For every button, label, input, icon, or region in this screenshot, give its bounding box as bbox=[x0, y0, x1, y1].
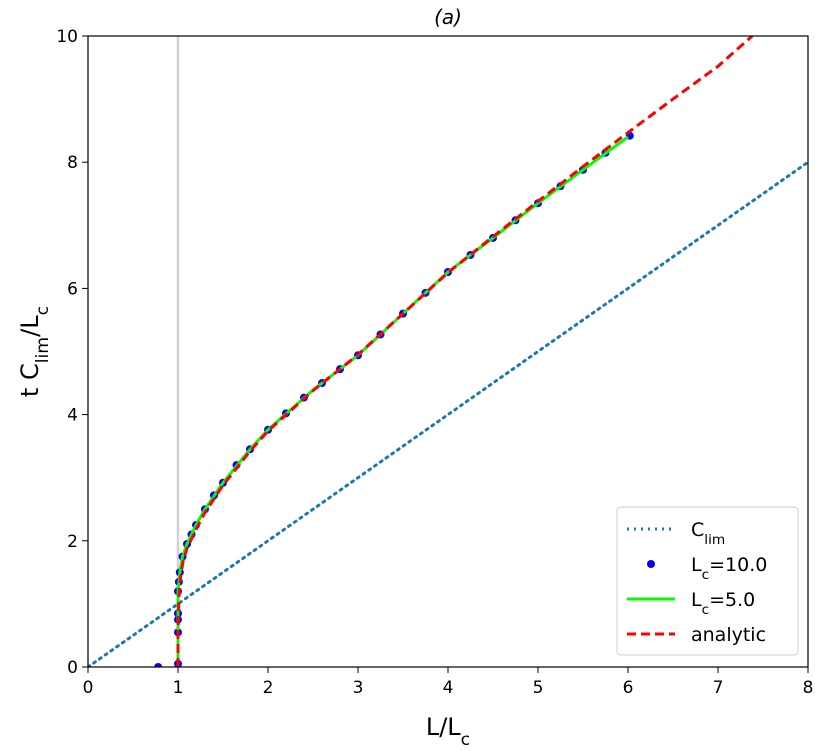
legend-marker bbox=[647, 560, 655, 568]
series-line bbox=[176, 36, 754, 667]
y-tick-label: 0 bbox=[67, 658, 78, 678]
legend-label: analytic bbox=[691, 624, 766, 646]
y-tick-label: 10 bbox=[56, 27, 78, 47]
legend-label: Lc=10.0 bbox=[691, 554, 767, 583]
chart-title: (a) bbox=[434, 5, 462, 29]
text-part: =10.0 bbox=[709, 554, 767, 576]
text-part: L bbox=[691, 554, 702, 576]
text-part: c bbox=[702, 567, 710, 583]
x-axis-label: L/Lc bbox=[426, 713, 470, 747]
y-tick-label: 8 bbox=[67, 153, 78, 173]
data-point bbox=[154, 663, 163, 667]
y-tick-label: 2 bbox=[67, 532, 78, 552]
x-tick-label: 3 bbox=[353, 678, 364, 698]
text-part: /L bbox=[16, 315, 44, 337]
plot bbox=[88, 36, 808, 667]
text-part: c bbox=[461, 730, 471, 747]
y-tick-label: 6 bbox=[67, 279, 78, 299]
x-tick-label: 8 bbox=[803, 678, 814, 698]
legend-label: Clim bbox=[691, 519, 725, 548]
text-part: analytic bbox=[691, 624, 766, 646]
text-part: =5.0 bbox=[709, 589, 755, 611]
series-line bbox=[88, 160, 808, 667]
text-part: L/L bbox=[426, 713, 461, 741]
text-part: t C bbox=[16, 363, 44, 397]
y-axis-label: t Clim/Lc bbox=[16, 306, 53, 397]
y-tick-label: 4 bbox=[67, 406, 78, 426]
text-part: c bbox=[702, 602, 710, 618]
x-tick-label: 2 bbox=[263, 678, 274, 698]
x-tick-label: 6 bbox=[623, 678, 634, 698]
legend-label: Lc=5.0 bbox=[691, 589, 755, 618]
x-tick-label: 7 bbox=[713, 678, 724, 698]
text-part: C bbox=[691, 519, 704, 541]
text-part: lim bbox=[704, 532, 725, 548]
x-tick-label: 1 bbox=[173, 678, 184, 698]
series-line bbox=[176, 135, 629, 667]
x-tick-label: 0 bbox=[83, 678, 94, 698]
text-part: c bbox=[33, 306, 53, 316]
plot-frame bbox=[87, 35, 809, 668]
legend-box bbox=[616, 506, 799, 656]
x-tick-label: 4 bbox=[443, 678, 454, 698]
x-tick-label: 5 bbox=[533, 678, 544, 698]
text-part: L bbox=[691, 589, 702, 611]
text-part: lim bbox=[33, 337, 53, 363]
